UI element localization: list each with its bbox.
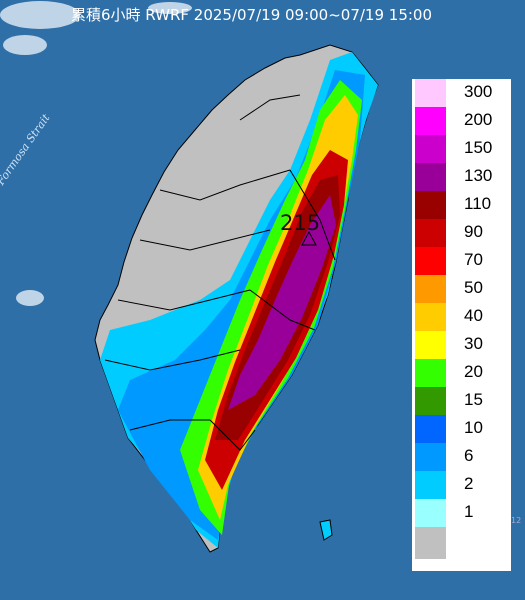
- legend-swatch: [415, 219, 446, 252]
- legend-row: 150: [412, 135, 511, 168]
- legend-label: 50: [464, 278, 483, 297]
- legend-row: 50: [412, 275, 511, 308]
- legend-swatch: [415, 443, 446, 476]
- legend-label: 30: [464, 334, 483, 353]
- legend-label: 150: [464, 138, 493, 157]
- legend-row: 20: [412, 359, 511, 392]
- clouds: [0, 1, 192, 306]
- legend-swatch: [415, 359, 446, 392]
- legend-label: 6: [464, 446, 474, 465]
- legend-swatch: [415, 527, 446, 560]
- legend-row: 130: [412, 163, 511, 196]
- legend-label: 110: [464, 194, 492, 213]
- legend-row: 300: [412, 79, 511, 112]
- max-rain-triangle-icon: [301, 230, 317, 246]
- legend-row: 90: [412, 219, 511, 252]
- legend-label: 90: [464, 222, 483, 241]
- green-island: [319, 519, 333, 541]
- legend-swatch: [415, 163, 446, 196]
- rain-band-purple: [228, 195, 336, 410]
- max-rainfall-label: 215: [280, 211, 321, 235]
- legend-swatch: [415, 247, 446, 280]
- legend-label: 20: [464, 362, 483, 381]
- legend-row: [412, 527, 511, 560]
- legend-row: 70: [412, 247, 511, 280]
- legend-swatch: [415, 275, 446, 308]
- corner-mark: 12: [511, 516, 522, 525]
- legend-label: 1: [464, 502, 474, 521]
- legend-row: 6: [412, 443, 511, 476]
- legend-label: 40: [464, 306, 483, 325]
- legend-label: 70: [464, 250, 483, 269]
- legend-label: 10: [464, 418, 483, 437]
- legend-swatch: [415, 331, 446, 364]
- county-borders: [104, 94, 336, 451]
- map-title: 累積6小時 RWRF 2025/07/19 09:00~07/19 15:00: [71, 6, 433, 24]
- legend-swatch: [415, 415, 446, 448]
- legend-row: 10: [412, 415, 511, 448]
- legend-label: 2: [464, 474, 474, 493]
- legend-row: 30: [412, 331, 511, 364]
- legend-row: 110: [412, 191, 511, 224]
- legend-label: 15: [464, 390, 483, 409]
- legend-swatch: [415, 303, 446, 336]
- legend-row: 40: [412, 303, 511, 336]
- rainfall-legend: 300 200 150 130 110 90 70 50: [412, 79, 511, 571]
- legend-swatch: [415, 191, 446, 224]
- legend-label: 200: [464, 110, 493, 129]
- legend-label: 130: [464, 166, 493, 185]
- legend-label: 300: [464, 82, 493, 101]
